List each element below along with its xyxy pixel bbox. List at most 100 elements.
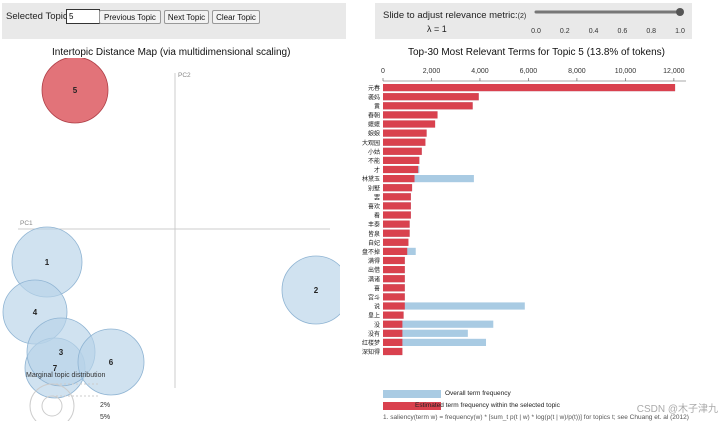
topic-label-5: 5 — [73, 86, 78, 95]
estimated-frequency-bar — [383, 111, 438, 119]
estimated-frequency-bar — [383, 138, 426, 146]
relevance-control-panel: Slide to adjust relevance metric:(2) λ =… — [375, 3, 692, 39]
estimated-frequency-bar — [383, 129, 427, 137]
overall-frequency-bar — [383, 329, 468, 337]
term-label: 皆泉 — [368, 230, 380, 238]
topic-circle-5[interactable] — [41, 58, 109, 124]
watermark: CSDN @木子津九 — [636, 404, 718, 415]
estimated-frequency-bar — [383, 275, 405, 283]
slider-tick-label: 0.8 — [646, 28, 656, 35]
term-label: 林黛玉 — [362, 175, 380, 183]
topic-control-panel: Selected Topic: Previous Topic Next Topi… — [2, 3, 346, 39]
marginal-pct-label: 2% — [100, 402, 111, 409]
estimated-frequency-bar — [383, 229, 410, 237]
topic-label-7: 7 — [53, 364, 58, 373]
term-label: 袭妈 — [368, 93, 380, 101]
estimated-frequency-bar — [383, 193, 411, 201]
overall-frequency-bar — [383, 302, 525, 310]
term-label: 深知得 — [362, 348, 380, 356]
x-tick-label: 2,000 — [423, 68, 441, 75]
topic-label-6: 6 — [109, 358, 114, 367]
previous-topic-button[interactable]: Previous Topic — [99, 10, 161, 24]
relevant-terms-chart[interactable]: 0 2,000 4,000 6,000 8,000 10,000 12,000 元春袭妈黄春… — [350, 60, 722, 410]
term-label: 喜欢 — [368, 203, 380, 211]
x-tick-label: 4,000 — [471, 68, 489, 75]
estimated-frequency-bar — [383, 329, 403, 337]
x-tick-label: 10,000 — [615, 68, 637, 75]
slider-ticks: 0.0 0.2 0.4 0.6 0.8 1.0 — [531, 28, 685, 35]
term-label: 才 — [374, 166, 380, 174]
slider-handle[interactable] — [676, 8, 684, 16]
slider-tick-label: 0.6 — [618, 28, 628, 35]
topic-circle-2[interactable] — [281, 255, 340, 325]
pc2-label: PC2 — [178, 72, 191, 79]
estimated-frequency-bar — [383, 293, 405, 301]
clear-topic-button[interactable]: Clear Topic — [212, 10, 260, 24]
legend-overall-swatch — [383, 390, 441, 398]
term-label: 盘不掉 — [362, 248, 380, 256]
estimated-frequency-bar — [383, 147, 422, 155]
estimated-frequency-bar — [383, 338, 403, 346]
term-label: 元春 — [368, 84, 380, 92]
slider-tick-label: 1.0 — [675, 28, 685, 35]
estimated-frequency-bar — [383, 266, 405, 274]
selected-topic-label: Selected Topic: — [6, 11, 71, 22]
term-label: 宫斗 — [368, 294, 380, 302]
term-label: 满得 — [368, 257, 380, 265]
legend-estimated-swatch — [383, 402, 441, 410]
estimated-frequency-bar — [383, 165, 419, 174]
term-label: 看 — [374, 212, 380, 220]
x-tick-label: 8,000 — [568, 68, 586, 75]
footnote-marker: (2) — [517, 13, 527, 20]
intertopic-distance-map[interactable]: 5 1 4 2 73 6 — [0, 58, 340, 421]
intertopic-map-title: Intertopic Distance Map (via multidimens… — [52, 47, 291, 58]
x-tick-label: 6,000 — [520, 68, 538, 75]
x-tick-label: 0 — [381, 68, 385, 75]
estimated-frequency-bar — [383, 220, 410, 228]
topic-label-1: 1 — [45, 258, 50, 267]
term-labels: 元春袭妈黄春朝嬷嬷娘娘大观园小姑不能才林黛玉别墅罢喜欢看丰泰皆泉自妃盘不掉满得出… — [362, 84, 380, 356]
term-label: 罢 — [374, 194, 380, 201]
saliency-footnote: 1. saliency(term w) = frequency(w) * [su… — [383, 414, 689, 421]
topic-label-3: 3 — [59, 348, 64, 357]
term-label: 满诸 — [368, 275, 380, 283]
lambda-value-text: λ = 1 — [427, 24, 447, 34]
x-tick-label: 12,000 — [663, 68, 685, 75]
term-label: 不能 — [368, 157, 380, 165]
marginal-distribution-legend — [29, 383, 98, 421]
selected-topic-input[interactable] — [66, 9, 100, 24]
estimated-frequency-bar — [383, 156, 420, 164]
estimated-frequency-bar — [383, 184, 413, 192]
estimated-frequency-bar — [383, 84, 676, 92]
estimated-frequency-bar — [383, 311, 404, 319]
relevance-slider-label: Slide to adjust relevance metric:(2) — [383, 10, 526, 21]
term-label: 自妃 — [368, 239, 380, 247]
slider-tick-label: 0.4 — [589, 28, 599, 35]
estimated-frequency-bar — [383, 238, 409, 246]
term-label: 嬷嬷 — [368, 121, 380, 129]
slider-tick-label: 0.0 — [531, 28, 541, 35]
slider-tick-label: 0.2 — [560, 28, 570, 35]
term-label: 黄 — [374, 102, 380, 110]
term-label: 喜 — [374, 284, 380, 292]
term-bars — [383, 84, 676, 356]
overall-frequency-bar — [383, 175, 474, 183]
estimated-frequency-bar — [383, 302, 405, 310]
estimated-frequency-bar — [383, 256, 405, 265]
marginal-pct-label-2: 5% — [100, 414, 111, 421]
term-label: 小姑 — [368, 148, 380, 156]
term-label: 说 — [374, 303, 380, 311]
estimated-frequency-bar — [383, 175, 415, 183]
term-label: 皇上 — [368, 312, 380, 320]
legend-overall-label: Overall term frequency — [445, 390, 511, 397]
next-topic-button[interactable]: Next Topic — [164, 10, 209, 24]
overall-frequency-bar — [383, 338, 487, 346]
term-label: 没 — [374, 321, 380, 329]
topic-circle-6[interactable] — [77, 328, 145, 396]
lambda-slider[interactable]: 0.0 0.2 0.4 0.6 0.8 1.0 — [525, 3, 690, 39]
topic-label-2: 2 — [314, 286, 319, 295]
estimated-frequency-bar — [383, 347, 403, 356]
term-label: 没有 — [368, 330, 380, 338]
estimated-frequency-bar — [383, 211, 411, 219]
legend-estimated-label: Estimated term frequency within the sele… — [415, 402, 560, 409]
